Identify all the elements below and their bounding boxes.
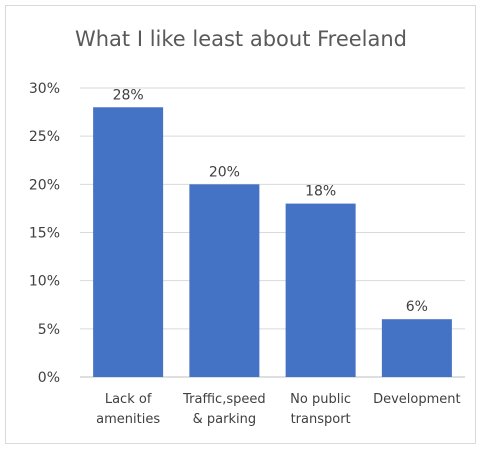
data-label: 6% [406,299,428,315]
x-tick-label: transport [291,412,351,427]
bar [189,184,260,377]
data-labels: 28% 20% 18% 6% [113,87,428,315]
y-tick-label: 15% [29,226,60,242]
data-label: 28% [113,87,144,103]
bar [285,203,356,377]
y-tick-label: 10% [29,274,60,290]
bar [93,107,164,378]
x-tick-label: Lack of [105,392,152,407]
y-tick-label: 5% [38,322,60,338]
x-tick-label: & parking [193,412,256,427]
x-tick-label: Traffic,speed [182,392,265,407]
y-tick-label: 30% [29,81,60,97]
x-tick-label: amenities [96,412,160,427]
bar [381,319,452,377]
y-tick-label: 0% [38,370,60,386]
x-axis-categories: Lack of amenities Traffic,speed & parking No… [96,392,460,427]
data-label: 18% [305,184,336,200]
data-label: 20% [209,164,240,180]
y-tick-label: 20% [29,177,60,193]
x-tick-label: No public [290,392,351,407]
y-tick-label: 25% [29,129,60,145]
x-tick-label: Development [373,392,461,407]
y-axis-ticks: 0% 5% 10% 15% 20% 25% 30% [29,81,60,386]
chart-title: What I like least about Freeland [75,27,407,51]
bars [93,107,452,378]
